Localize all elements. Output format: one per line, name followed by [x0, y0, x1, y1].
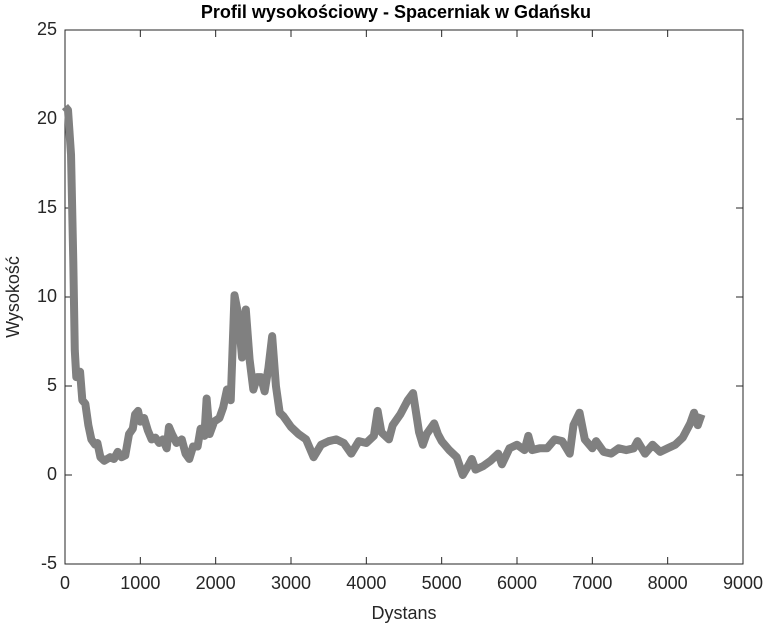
- x-tick-label: 7000: [572, 573, 612, 593]
- y-axis-label: Wysokość: [3, 256, 23, 338]
- x-tick-label: 1000: [120, 573, 160, 593]
- y-tick-label: 5: [47, 375, 57, 395]
- y-tick-label: 0: [47, 464, 57, 484]
- y-tick-label: 15: [37, 197, 57, 217]
- data-line: [61, 103, 706, 479]
- chart-title: Profil wysokościowy - Spacerniak w Gdańs…: [201, 2, 591, 22]
- x-tick-label: 2000: [196, 573, 236, 593]
- y-tick-label: 10: [37, 286, 57, 306]
- x-tick-label: 0: [60, 573, 70, 593]
- y-tick-label: -5: [41, 553, 57, 573]
- x-tick-label: 9000: [723, 573, 763, 593]
- x-tick-label: 4000: [346, 573, 386, 593]
- y-tick-label: 25: [37, 19, 57, 39]
- x-axis-label: Dystans: [371, 603, 436, 623]
- x-tick-label: 6000: [497, 573, 537, 593]
- x-tick-label: 3000: [271, 573, 311, 593]
- y-tick-label: 20: [37, 108, 57, 128]
- x-tick-label: 8000: [648, 573, 688, 593]
- x-tick-label: 5000: [422, 573, 462, 593]
